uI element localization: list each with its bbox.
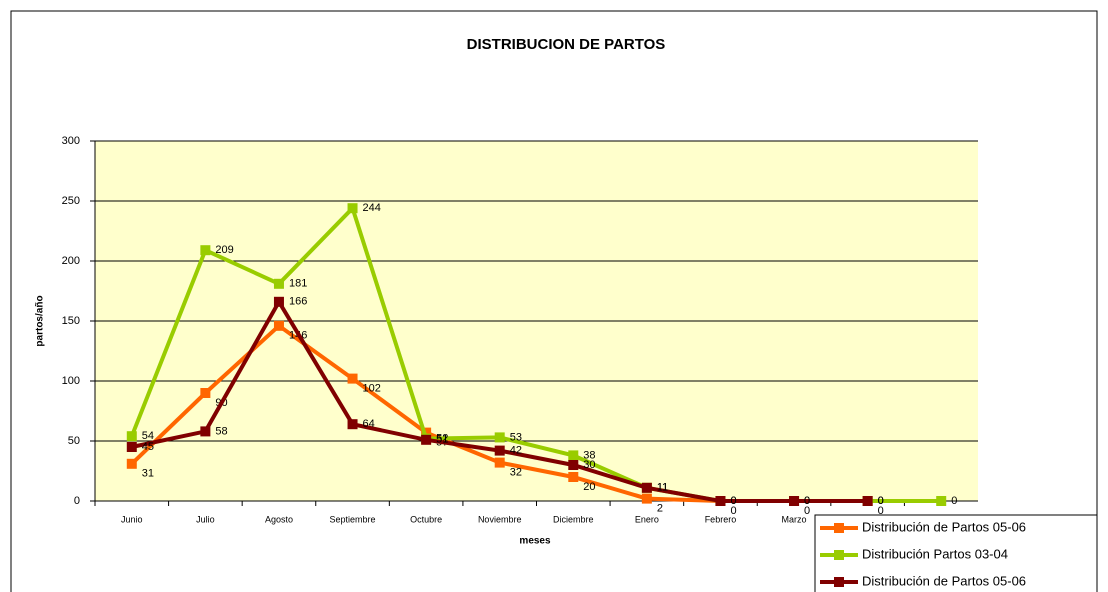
- data-label: 11: [657, 482, 668, 494]
- legend: Distribución de Partos 05-06 Distribución…: [814, 514, 1098, 592]
- y-tick-label: 300: [62, 135, 80, 147]
- legend-marker: [834, 550, 844, 560]
- marker: [347, 419, 358, 430]
- x-axis-label: meses: [519, 536, 551, 547]
- data-label: 0: [878, 495, 884, 507]
- data-label: 2: [657, 503, 663, 515]
- data-label: 42: [510, 445, 522, 457]
- chart-title: DISTRIBUCION DE PARTOS: [467, 36, 666, 53]
- marker: [715, 496, 726, 506]
- data-label: 20: [583, 481, 595, 493]
- x-tick-label: Noviembre: [478, 514, 522, 524]
- data-label: 0: [730, 495, 736, 507]
- marker: [421, 434, 432, 445]
- x-tick-label: Septiembre: [330, 514, 376, 524]
- marker: [126, 442, 137, 452]
- marker: [641, 493, 652, 504]
- x-tick-label: Octubre: [410, 514, 442, 524]
- marker: [273, 296, 284, 307]
- data-label: 0: [730, 505, 736, 517]
- y-tick-label: 0: [74, 495, 80, 507]
- marker: [126, 431, 137, 442]
- data-label: 181: [289, 278, 307, 290]
- marker: [347, 203, 358, 214]
- x-tick-label: Agosto: [265, 514, 293, 524]
- marker: [568, 460, 579, 470]
- marker: [789, 496, 800, 506]
- data-label: 209: [215, 244, 233, 256]
- data-label: 244: [363, 202, 381, 214]
- legend-label: Distribución Partos 03-04: [862, 546, 1008, 561]
- marker: [494, 445, 505, 456]
- data-label: 64: [363, 418, 375, 430]
- legend-marker: [834, 577, 844, 587]
- y-tick-label: 50: [68, 435, 80, 447]
- marker: [568, 472, 579, 482]
- legend-marker: [834, 523, 844, 533]
- data-label: 31: [142, 468, 154, 480]
- data-label: 102: [363, 383, 381, 395]
- y-tick-label: 200: [62, 255, 80, 267]
- marker: [200, 245, 211, 256]
- marker: [568, 450, 579, 461]
- data-label: 32: [510, 467, 522, 479]
- marker: [200, 426, 211, 437]
- y-tick-label: 100: [62, 375, 80, 387]
- data-label: 30: [583, 459, 595, 471]
- data-label: 11: [657, 482, 668, 494]
- data-label: 166: [289, 296, 307, 308]
- y-axis-label: partos/año: [35, 295, 46, 346]
- marker: [936, 496, 947, 506]
- data-label: 0: [804, 495, 810, 507]
- data-label: 0: [878, 505, 884, 517]
- x-tick-label: Julio: [196, 514, 215, 524]
- y-tick-label: 250: [62, 195, 80, 207]
- marker: [273, 278, 284, 289]
- x-tick-label: Junio: [121, 514, 143, 524]
- x-tick-label: Enero: [635, 514, 659, 524]
- data-label: 38: [583, 449, 595, 461]
- x-tick-label: Febrero: [705, 514, 737, 524]
- marker: [200, 388, 211, 398]
- data-label: 51: [436, 434, 448, 446]
- data-label: 0: [878, 495, 884, 507]
- data-label: 0: [804, 505, 810, 517]
- x-tick-label: Marzo: [782, 514, 807, 524]
- marker: [641, 482, 652, 493]
- marker: [126, 458, 137, 469]
- data-label: 58: [215, 425, 227, 437]
- data-label: 0: [951, 495, 957, 507]
- marker: [494, 432, 505, 443]
- legend-label: Distribución de Partos 05-06: [862, 519, 1026, 534]
- data-label: 54: [142, 430, 154, 442]
- data-label: 53: [510, 431, 522, 443]
- marker: [347, 373, 358, 384]
- marker: [862, 496, 873, 506]
- marker: [494, 457, 505, 468]
- marker: [273, 320, 284, 331]
- y-tick-label: 150: [62, 315, 80, 327]
- data-label: 45: [142, 441, 154, 453]
- x-tick-label: Diciembre: [553, 514, 594, 524]
- legend-box: [814, 514, 1098, 592]
- legend-label: Distribución de Partos 05-06: [862, 573, 1026, 588]
